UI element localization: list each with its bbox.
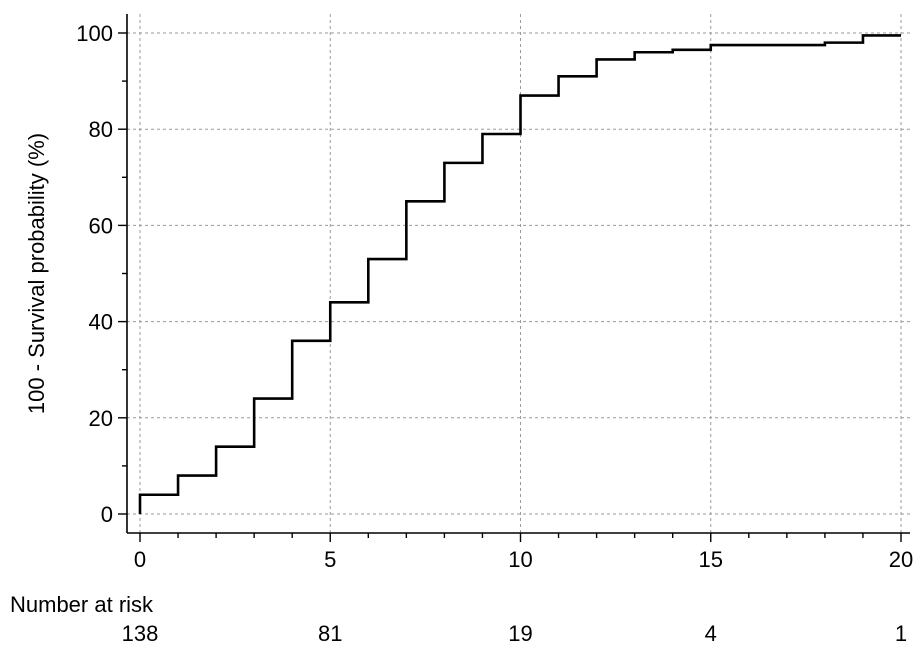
- number-at-risk-title: Number at risk: [10, 592, 154, 617]
- x-tick-label: 20: [889, 547, 913, 572]
- x-tick-label: 15: [699, 547, 723, 572]
- x-tick-label: 0: [134, 547, 146, 572]
- y-tick-label: 0: [101, 502, 113, 527]
- y-tick-label: 80: [89, 117, 113, 142]
- y-tick-label: 60: [89, 213, 113, 238]
- risk-value: 4: [705, 621, 717, 646]
- labels: 0 5 10 15 20 0 20 40 60 80 100: [76, 21, 913, 572]
- survival-step-line: [138, 34, 901, 514]
- x-tick-label: 5: [324, 547, 336, 572]
- risk-table: 138 81 19 4 1: [122, 621, 907, 646]
- risk-value: 81: [318, 621, 342, 646]
- y-tick-label: 20: [89, 406, 113, 431]
- risk-value: 1: [895, 621, 907, 646]
- x-tick-label: 10: [508, 547, 532, 572]
- axes: [118, 14, 910, 542]
- y-tick-label: 40: [89, 310, 113, 335]
- series-layer: [138, 34, 901, 514]
- risk-value: 19: [508, 621, 532, 646]
- risk-value: 138: [122, 621, 159, 646]
- grid: [127, 14, 910, 533]
- y-axis-label: 100 - Survival probability (%): [24, 133, 49, 414]
- y-tick-label: 100: [76, 21, 113, 46]
